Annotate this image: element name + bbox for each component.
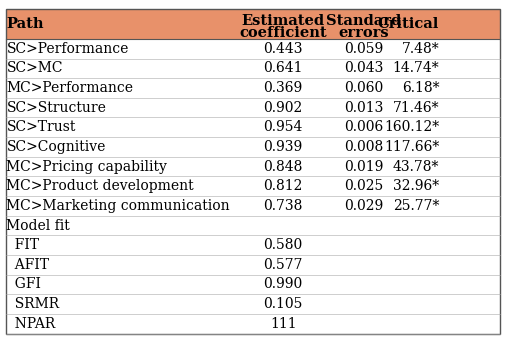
Text: 0.738: 0.738	[263, 199, 302, 213]
Text: 0.008: 0.008	[343, 140, 383, 154]
FancyBboxPatch shape	[7, 196, 498, 216]
Text: MC>Marketing communication: MC>Marketing communication	[7, 199, 230, 213]
Text: 6.18*: 6.18*	[401, 81, 438, 95]
FancyBboxPatch shape	[7, 314, 498, 334]
Text: SC>Structure: SC>Structure	[7, 101, 106, 115]
Text: coefficient: coefficient	[239, 26, 326, 40]
Text: 0.025: 0.025	[343, 179, 383, 193]
Text: GFI: GFI	[7, 278, 41, 292]
Text: 0.019: 0.019	[343, 159, 383, 174]
Text: 0.043: 0.043	[343, 61, 383, 75]
Text: 14.74*: 14.74*	[392, 61, 438, 75]
Text: MC>Pricing capability: MC>Pricing capability	[7, 159, 167, 174]
Text: 0.105: 0.105	[263, 297, 302, 311]
Text: 0.641: 0.641	[263, 61, 302, 75]
Text: 0.902: 0.902	[263, 101, 302, 115]
FancyBboxPatch shape	[7, 59, 498, 78]
Text: Critical: Critical	[377, 17, 438, 31]
Text: 0.990: 0.990	[263, 278, 302, 292]
Text: 43.78*: 43.78*	[392, 159, 438, 174]
Text: Path: Path	[7, 17, 44, 31]
FancyBboxPatch shape	[7, 235, 498, 255]
Text: 32.96*: 32.96*	[392, 179, 438, 193]
FancyBboxPatch shape	[7, 294, 498, 314]
Text: 0.060: 0.060	[343, 81, 383, 95]
Text: SC>Performance: SC>Performance	[7, 42, 129, 56]
Text: 160.12*: 160.12*	[383, 120, 438, 134]
Text: 0.954: 0.954	[263, 120, 302, 134]
Text: AFIT: AFIT	[7, 258, 49, 272]
Text: 71.46*: 71.46*	[392, 101, 438, 115]
Text: 111: 111	[269, 317, 296, 331]
Text: 0.006: 0.006	[343, 120, 383, 134]
Text: FIT: FIT	[7, 238, 39, 252]
Text: 0.369: 0.369	[263, 81, 302, 95]
FancyBboxPatch shape	[7, 216, 498, 235]
Text: Standard: Standard	[325, 14, 400, 28]
Text: NPAR: NPAR	[7, 317, 56, 331]
Text: 0.029: 0.029	[343, 199, 383, 213]
FancyBboxPatch shape	[7, 78, 498, 98]
FancyBboxPatch shape	[7, 275, 498, 294]
Text: 0.013: 0.013	[343, 101, 383, 115]
Text: 0.939: 0.939	[263, 140, 302, 154]
Text: errors: errors	[338, 26, 388, 40]
FancyBboxPatch shape	[7, 137, 498, 157]
Text: MC>Product development: MC>Product development	[7, 179, 193, 193]
Text: 0.059: 0.059	[343, 42, 383, 56]
Text: 0.443: 0.443	[263, 42, 302, 56]
FancyBboxPatch shape	[7, 255, 498, 275]
Text: SC>Cognitive: SC>Cognitive	[7, 140, 106, 154]
Text: MC>Performance: MC>Performance	[7, 81, 133, 95]
Text: SC>Trust: SC>Trust	[7, 120, 76, 134]
Text: Model fit: Model fit	[7, 219, 70, 233]
FancyBboxPatch shape	[7, 157, 498, 176]
Text: Estimated: Estimated	[241, 14, 324, 28]
FancyBboxPatch shape	[7, 176, 498, 196]
Text: 0.812: 0.812	[263, 179, 302, 193]
Text: SC>MC: SC>MC	[7, 61, 63, 75]
Text: 0.848: 0.848	[263, 159, 302, 174]
FancyBboxPatch shape	[7, 98, 498, 117]
FancyBboxPatch shape	[7, 39, 498, 59]
FancyBboxPatch shape	[7, 117, 498, 137]
FancyBboxPatch shape	[7, 9, 498, 39]
Text: 0.580: 0.580	[263, 238, 302, 252]
Text: 25.77*: 25.77*	[392, 199, 438, 213]
Text: 0.577: 0.577	[263, 258, 302, 272]
Text: SRMR: SRMR	[7, 297, 60, 311]
Text: 117.66*: 117.66*	[383, 140, 438, 154]
Text: 7.48*: 7.48*	[401, 42, 438, 56]
